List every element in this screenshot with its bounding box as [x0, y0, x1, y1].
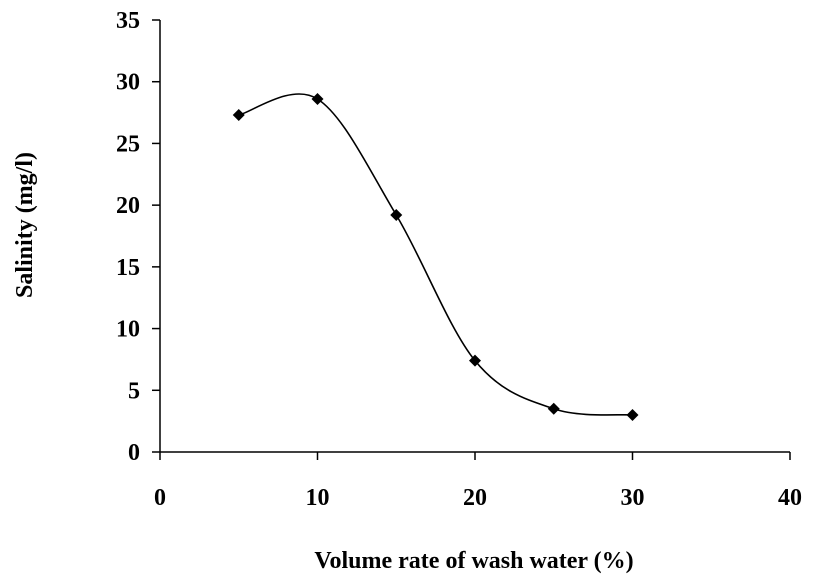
x-tick-label: 0	[154, 485, 166, 511]
y-tick-label: 35	[116, 8, 140, 34]
data-point	[311, 92, 324, 105]
plot-area	[232, 92, 639, 421]
x-axis: 0 10 20 30 40	[154, 451, 802, 511]
data-point	[469, 354, 481, 367]
data-point	[390, 209, 403, 222]
y-tick-label: 25	[116, 131, 140, 157]
x-tick-label: 30	[621, 485, 645, 511]
y-tick-label: 30	[116, 70, 140, 96]
y-tick-label: 15	[116, 255, 140, 281]
series-line	[238, 93, 633, 416]
y-axis: 0 5 10 15 20 25 30 35	[116, 8, 161, 466]
data-point	[626, 408, 639, 421]
x-tick-label: 10	[306, 485, 330, 511]
y-tick-label: 20	[116, 193, 140, 219]
data-point	[232, 109, 245, 122]
x-tick-label: 40	[778, 485, 802, 511]
y-tick-label: 0	[128, 440, 140, 466]
x-axis-title: Volume rate of wash water (%)	[314, 548, 633, 574]
y-tick-label: 5	[128, 378, 140, 404]
y-tick-label: 10	[116, 317, 140, 343]
data-point	[547, 402, 560, 415]
x-tick-label: 20	[463, 485, 487, 511]
y-axis-title: Salinity (mg/l)	[12, 152, 38, 298]
